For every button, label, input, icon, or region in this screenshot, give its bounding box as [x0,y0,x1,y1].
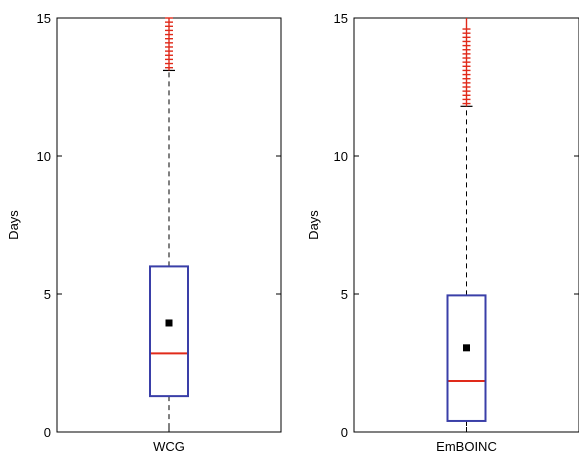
y-tick-label: 10 [334,149,348,164]
y-tick-label: 5 [44,287,51,302]
iqr-box [149,265,189,398]
y-tick-label: 0 [341,425,348,440]
plot-frame [56,17,282,433]
y-axis-label: Days [306,210,321,240]
y-tick-label: 15 [37,11,51,26]
x-tick-label: WCG [153,439,185,454]
y-tick-label: 5 [341,287,348,302]
y-tick-label: 15 [334,11,348,26]
mean-marker [165,319,173,327]
iqr-box [446,294,487,422]
x-tick-label: EmBOINC [436,439,497,454]
mean-marker [463,344,470,352]
y-tick-label: 0 [44,425,51,440]
y-tick-label: 10 [37,149,51,164]
chart-panel-2: 0 5 10 15 EmBOINC Days [306,11,579,454]
chart-panel-1: 0 5 10 15 WCG Days [6,11,282,454]
y-axis-label: Days [6,210,21,240]
